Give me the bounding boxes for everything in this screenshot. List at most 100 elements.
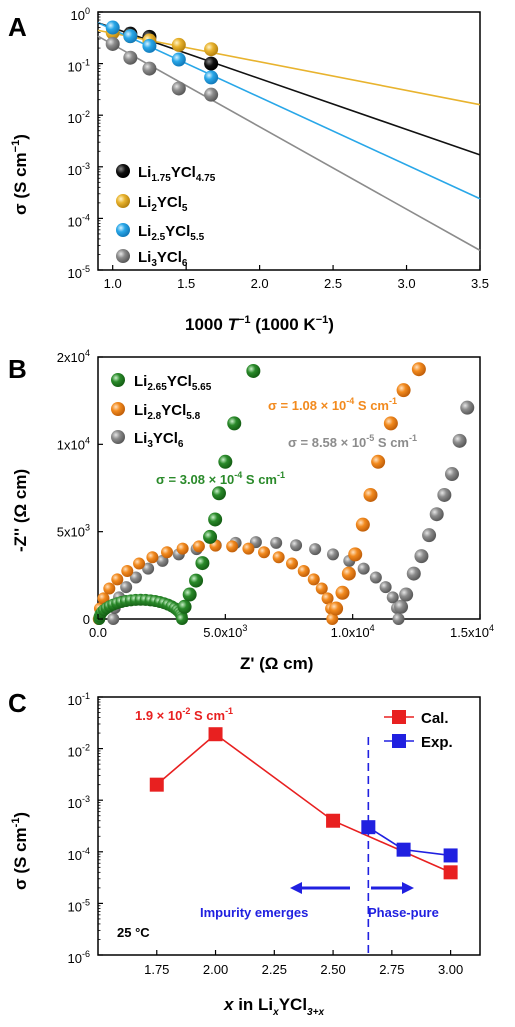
legend-marker-li3 [116, 249, 130, 263]
data-point-b-1-5 [121, 564, 134, 577]
y-tick-label: 10-5 [68, 264, 90, 281]
data-point-c-0-1 [208, 727, 223, 742]
data-point-a-3-2 [142, 61, 157, 76]
panel-b-plot-frame [97, 356, 481, 620]
panel-label-a: A [8, 12, 27, 42]
data-point-b-tail-1-4 [355, 517, 370, 532]
data-point-a-2-2 [142, 38, 157, 53]
data-point-b-1-13 [242, 542, 255, 555]
data-point-b-1-10 [192, 540, 205, 553]
data-point-b-tail-2-5 [429, 507, 444, 522]
data-point-b-1-12 [226, 540, 239, 553]
y-tick-label: 10-3 [68, 794, 90, 811]
data-point-b-tail-2-3 [414, 549, 429, 564]
panel-c-y-ticks: 10-1 10-2 10-3 10-4 10-5 10-6 [68, 691, 103, 966]
data-point-b-tail-0-6 [211, 486, 226, 501]
x-tick-label: 3.00 [438, 962, 463, 977]
data-point-b-tail-1-9 [411, 362, 426, 377]
x-tick-label: 3.0 [397, 276, 415, 291]
data-point-b-1-7 [146, 551, 159, 564]
data-point-b-tail-1-3 [348, 547, 363, 562]
panel-a-y-ticks: 100 10-1 10-2 10-3 10-4 10-5 [68, 6, 103, 281]
data-point-b-tail-2-0 [394, 599, 409, 614]
panel-b-y-axis-label: -Z'' (Ω cm) [11, 469, 30, 552]
data-point-a-2-0 [105, 20, 120, 35]
panel-c-chart: 1.75 2.00 2.25 2.50 2.75 3.00 10-110-210-310-… [10, 691, 481, 1018]
data-point-b-1-15 [272, 551, 285, 564]
legend-marker-li25 [116, 223, 130, 237]
data-point-c-1-1 [396, 842, 411, 857]
panel-b-y-ticks: 0 5x103 1x104 2x104 [57, 348, 103, 627]
data-point-b-tail-2-7 [444, 467, 459, 482]
panel-b-x-ticks: 0.0 5.0x103 1.0x104 1.5x104 [89, 614, 494, 640]
legend-marker-cal [392, 710, 406, 724]
legend-label-li3-b: Li3YCl6 [134, 430, 184, 450]
data-point-b-tail-2-1 [399, 587, 414, 602]
panel-b-x-axis-label: Z' (Ω cm) [240, 654, 313, 673]
data-point-b-2-20 [386, 591, 399, 604]
data-point-b-2-13 [290, 539, 303, 552]
data-point-b-2-15 [326, 548, 339, 561]
x-tick-label: 2.25 [262, 962, 287, 977]
data-point-b-1-3 [103, 582, 116, 595]
region-label-impurity: Impurity emerges [200, 905, 308, 920]
data-point-b-2-3 [120, 581, 133, 594]
legend-marker-li3-b [111, 430, 125, 444]
legend-label-li175: Li1.75YCl4.75 [138, 164, 216, 184]
data-point-b-2-22 [392, 613, 405, 625]
data-point-c-0-3 [443, 865, 458, 880]
x-tick-label: 2.00 [203, 962, 228, 977]
data-point-b-tail-0-9 [246, 363, 261, 378]
data-point-b-1-20 [321, 592, 334, 605]
data-point-b-tail-1-2 [341, 566, 356, 581]
panel-a-x-ticks: 1.0 1.5 2.0 2.5 3.0 3.5 [104, 265, 489, 291]
legend-marker-li265 [111, 373, 125, 387]
panel-c-series [149, 727, 458, 880]
data-point-b-2-12 [270, 536, 283, 549]
x-tick-label: 1.5 [177, 276, 195, 291]
data-point-b-tail-2-2 [406, 566, 421, 581]
x-tick-label: 2.50 [320, 962, 345, 977]
legend-label-li28: Li2.8YCl5.8 [134, 402, 201, 422]
data-point-a-1-4 [204, 42, 219, 57]
data-point-b-tail-0-0 [177, 599, 192, 614]
data-point-c-1-0 [361, 820, 376, 835]
data-point-c-0-2 [326, 813, 341, 828]
data-point-b-tail-2-8 [452, 433, 467, 448]
panel-a-y-axis-label: σ (S cm−1) [10, 134, 30, 215]
panel-c-x-axis-label: x in LixYCl3+x [223, 995, 324, 1018]
data-point-a-2-4 [204, 70, 219, 85]
data-point-b-1-18 [307, 573, 320, 586]
data-point-b-2-4 [129, 571, 142, 584]
data-point-b-1-17 [297, 564, 310, 577]
data-point-a-3-0 [105, 36, 120, 51]
data-point-b-tail-1-5 [363, 487, 378, 502]
x-tick-label: 2.0 [251, 276, 269, 291]
data-point-a-2-3 [171, 52, 186, 67]
data-point-b-tail-2-4 [422, 528, 437, 543]
annotation-peak-conductivity: 1.9 × 10-2 S cm-1 [135, 706, 233, 723]
x-tick-label: 1.0 [104, 276, 122, 291]
data-point-b-tail-0-1 [182, 587, 197, 602]
panel-a-fit-lines [97, 21, 481, 252]
y-tick-label: 10-4 [68, 846, 90, 863]
data-point-c-0-0 [149, 777, 164, 792]
left-region-arrow-icon [290, 882, 350, 894]
data-point-b-tail-0-8 [227, 416, 242, 431]
data-point-b-tail-0-4 [203, 529, 218, 544]
data-point-a-2-1 [123, 29, 138, 44]
panel-b-data-points [92, 362, 475, 625]
right-region-arrow-icon [371, 882, 414, 894]
data-point-b-tail-1-0 [329, 601, 344, 616]
data-point-c-1-2 [443, 848, 458, 863]
legend-marker-li2 [116, 194, 130, 208]
data-point-b-1-4 [111, 573, 124, 586]
data-point-b-tail-2-9 [460, 400, 475, 415]
x-tick-label: 3.5 [471, 276, 489, 291]
panel-c-legend: Cal. Exp. [384, 710, 453, 751]
annotation-sigma-li265: σ = 3.08 × 10-4 S cm-1 [156, 470, 285, 487]
data-point-b-2-19 [379, 581, 392, 594]
fit-line-series-2 [97, 21, 481, 200]
y-tick-label: 10-3 [68, 161, 90, 178]
